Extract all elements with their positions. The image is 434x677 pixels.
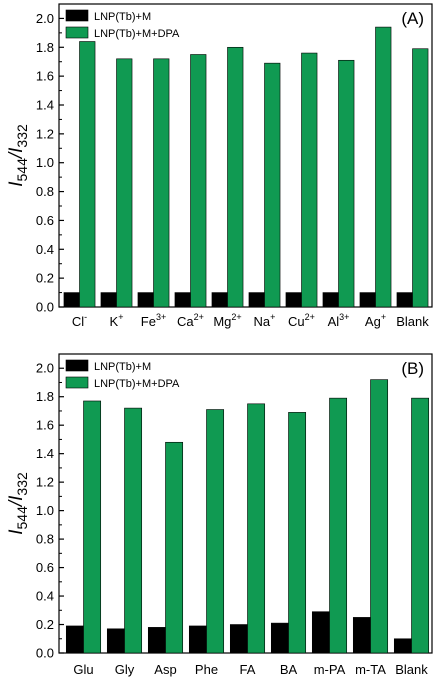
- bar-lnp-m-cl: [63, 292, 80, 308]
- y-tick-label: 1.8: [36, 389, 54, 404]
- bar-lnp-m-dpa-cu: [301, 52, 318, 308]
- bar-lnp-m-asp: [147, 627, 166, 654]
- bar-lnp-m-dpa-ca: [190, 54, 207, 308]
- x-tick-label: Blank: [396, 314, 429, 329]
- bar-lnp-m-al: [322, 292, 339, 308]
- bar-lnp-m-dpa-m-ta: [370, 379, 389, 654]
- x-tick-label: Gly: [115, 662, 135, 677]
- x-tick-label: Ca2+: [177, 312, 204, 329]
- bar-lnp-m-dpa-mg: [227, 46, 244, 308]
- y-tick-label: 2.0: [36, 11, 54, 26]
- x-tick-label: Phe: [195, 662, 218, 677]
- bar-lnp-m-dpa-m-pa: [329, 397, 348, 654]
- y-tick-label: 0.6: [36, 213, 54, 228]
- x-tick-label: FA: [240, 662, 256, 677]
- legend-swatch-lnp-m: [65, 9, 89, 22]
- y-tick-label: 0.0: [36, 646, 54, 661]
- y-tick-label: 1.6: [36, 69, 54, 84]
- chart-panel-b: 0.0 0.2 0.4 0.6 0.8 1.0 1.2 1.4 1.6 1.8 2.0 I544/I3…: [6, 353, 433, 677]
- legend-label-lnp-m-dpa: LNP(Tb)+M+DPA: [94, 378, 180, 390]
- bar-lnp-m-ba: [270, 622, 289, 654]
- bar-lnp-m-dpa-gly: [124, 407, 143, 654]
- bar-lnp-m-dpa-phe: [206, 409, 225, 654]
- x-tick-label: Cl-: [72, 312, 87, 329]
- panel-label: (B): [401, 359, 424, 378]
- x-tick-label: Ag+: [365, 312, 386, 329]
- bar-lnp-m-blank: [393, 638, 412, 654]
- y-tick-label: 1.0: [36, 155, 54, 170]
- y-tick-label: 1.0: [36, 503, 54, 518]
- bar-lnp-m-dpa-fa: [247, 403, 266, 654]
- x-tick-label: m-PA: [314, 662, 346, 677]
- x-tick-label: Mg2+: [213, 312, 241, 329]
- bar-lnp-m-dpa-blank: [412, 48, 429, 308]
- bar-lnp-m-glu: [65, 625, 84, 654]
- y-tick-label: 1.4: [36, 446, 54, 461]
- bar-lnp-m-ag: [359, 292, 376, 308]
- legend-swatch-lnp-m: [65, 359, 89, 372]
- x-tick-label: m-TA: [355, 662, 386, 677]
- legend-swatch-lnp-m-dpa: [65, 376, 89, 389]
- y-tick-label: 0.4: [36, 242, 54, 257]
- x-tick-label: Blank: [395, 662, 428, 677]
- bar-lnp-m-dpa-k: [116, 58, 133, 308]
- plot-frame: [58, 3, 433, 308]
- x-tick-label: Fe3+: [141, 312, 166, 329]
- bar-lnp-m-dpa-fe: [153, 58, 170, 308]
- bar-lnp-m-k: [100, 292, 117, 308]
- bar-lnp-m-ca: [174, 292, 191, 308]
- y-tick-label: 0.8: [36, 184, 54, 199]
- bar-lnp-m-na: [248, 292, 265, 308]
- x-tick-label: Glu: [73, 662, 93, 677]
- bar-lnp-m-dpa-glu: [83, 400, 102, 654]
- bar-lnp-m-m-pa: [311, 611, 330, 654]
- y-tick-label: 1.4: [36, 98, 54, 113]
- legend-label-lnp-m: LNP(Tb)+M: [94, 11, 151, 23]
- x-tick-label: K+: [110, 312, 124, 329]
- y-axis-label: I544/I332: [6, 472, 30, 535]
- x-tick-label: Cu2+: [288, 312, 315, 329]
- bar-lnp-m-dpa-ag: [375, 26, 392, 308]
- x-tick-label: Na+: [254, 312, 276, 329]
- bar-lnp-m-dpa-ba: [288, 412, 307, 654]
- y-tick-label: 0.4: [36, 589, 54, 604]
- x-tick-label: Al3+: [328, 312, 350, 329]
- legend-label-lnp-m-dpa: LNP(Tb)+M+DPA: [94, 28, 180, 40]
- bar-lnp-m-m-ta: [352, 617, 371, 654]
- bar-lnp-m-dpa-na: [264, 62, 281, 308]
- x-tick-label: BA: [280, 662, 298, 677]
- y-tick-label: 1.2: [36, 475, 54, 490]
- bar-lnp-m-dpa-al: [338, 59, 355, 308]
- bar-lnp-m-mg: [211, 292, 228, 308]
- y-tick-label: 1.2: [36, 126, 54, 141]
- bar-lnp-m-blank: [396, 292, 413, 308]
- bar-lnp-m-dpa-blank: [411, 397, 430, 654]
- y-tick-label: 0.2: [36, 271, 54, 286]
- bar-lnp-m-dpa-asp: [165, 441, 184, 654]
- legend-swatch-lnp-m-dpa: [65, 26, 89, 39]
- bar-lnp-m-cu: [285, 292, 302, 308]
- panel-label: (A): [401, 9, 424, 28]
- y-tick-label: 1.6: [36, 418, 54, 433]
- y-tick-label: 1.8: [36, 40, 54, 55]
- x-tick-label: Asp: [154, 662, 176, 677]
- y-tick-label: 0.6: [36, 560, 54, 575]
- bar-lnp-m-dpa-cl: [79, 41, 96, 308]
- bar-lnp-m-fe: [137, 292, 154, 308]
- y-tick-label: 2.0: [36, 361, 54, 376]
- bar-lnp-m-gly: [106, 628, 125, 654]
- y-axis-label: I544/I332: [6, 124, 30, 187]
- y-tick-label: 0.8: [36, 532, 54, 547]
- bar-lnp-m-fa: [229, 624, 248, 654]
- bar-lnp-m-phe: [188, 625, 207, 654]
- y-tick-label: 0.0: [36, 300, 54, 315]
- chart-panel-a: 0.0 0.2 0.4 0.6 0.8 1.0 1.2 1.4 1.6 1.8 2.0 I544/I3…: [6, 3, 433, 329]
- y-tick-label: 0.2: [36, 617, 54, 632]
- legend-label-lnp-m: LNP(Tb)+M: [94, 361, 151, 373]
